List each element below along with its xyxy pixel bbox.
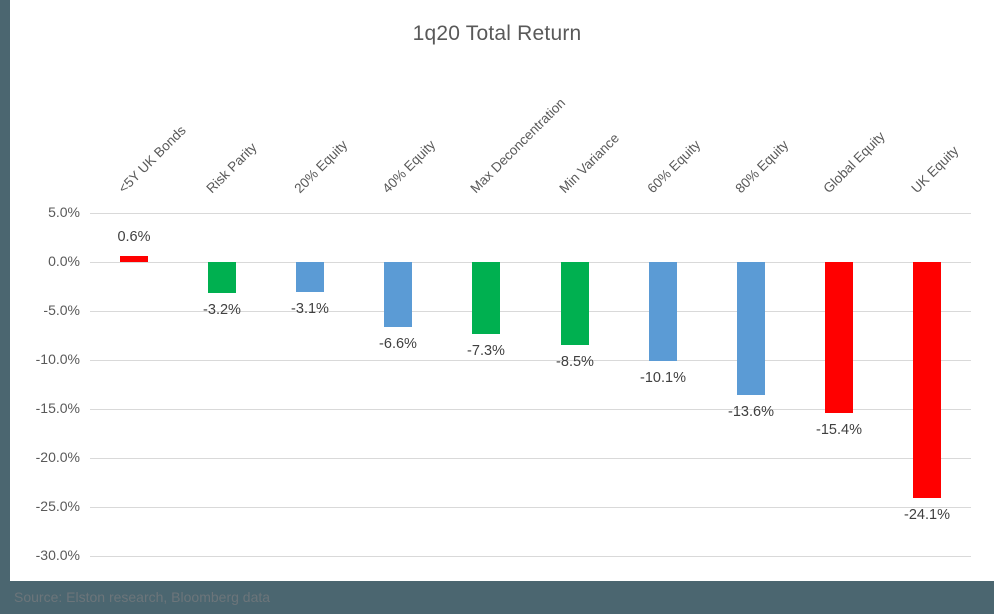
- left-accent-bar: [0, 0, 10, 614]
- chart-title: 1q20 Total Return: [412, 22, 582, 45]
- bar-5y-uk-bonds: [120, 256, 148, 262]
- gridline: [90, 311, 971, 312]
- y-axis-tick-label: -25.0%: [35, 498, 80, 514]
- category-label-text: <5Y UK Bonds: [115, 122, 189, 196]
- gridline: [90, 507, 971, 508]
- bar-60-equity: [649, 262, 677, 361]
- category-label-text: Max Deconcentration: [467, 95, 569, 196]
- bar-value-label: -3.2%: [203, 302, 241, 318]
- category-label-text: Risk Parity: [203, 139, 260, 196]
- source-text: Source: Elston research, Bloomberg data: [14, 589, 271, 605]
- bar-value-label: -7.3%: [467, 343, 505, 359]
- category-label-text: 60% Equity: [644, 137, 704, 196]
- y-axis-tick-label: -10.0%: [35, 351, 80, 367]
- category-label-text: 40% Equity: [379, 137, 439, 196]
- bar-global-equity: [825, 262, 853, 413]
- y-axis-tick-label: -30.0%: [35, 547, 80, 563]
- category-label-text: 20% Equity: [291, 137, 351, 196]
- bar-value-label: -24.1%: [904, 507, 950, 523]
- bar-value-label: -8.5%: [556, 354, 594, 370]
- bar-min-variance: [561, 262, 589, 345]
- gridline: [90, 458, 971, 459]
- gridline: [90, 213, 971, 214]
- bar-value-label: 0.6%: [117, 229, 151, 245]
- y-axis-tick-label: 5.0%: [48, 204, 80, 220]
- bar-value-label: -3.1%: [291, 301, 329, 317]
- gridline: [90, 360, 971, 361]
- y-axis-tick-label: -20.0%: [35, 449, 80, 465]
- y-axis-tick-label: -15.0%: [35, 400, 80, 416]
- bar-uk-equity: [913, 262, 941, 498]
- category-label-text: UK Equity: [908, 142, 962, 196]
- bar-value-label: -13.6%: [728, 404, 774, 420]
- bar-20-equity: [296, 262, 324, 292]
- bar-40-equity: [384, 262, 412, 327]
- y-axis-tick-label: 0.0%: [48, 253, 80, 269]
- category-label-text: Min Variance: [556, 130, 623, 196]
- gridline: [90, 556, 971, 557]
- bar-max-deconcentration: [472, 262, 500, 334]
- category-label-text: 80% Equity: [732, 137, 792, 196]
- bar-risk-parity: [208, 262, 236, 293]
- bar-80-equity: [737, 262, 765, 395]
- bar-value-label: -15.4%: [816, 422, 862, 438]
- bar-value-label: -10.1%: [640, 370, 686, 386]
- y-axis-tick-label: -5.0%: [43, 302, 80, 318]
- gridline: [90, 409, 971, 410]
- gridline: [90, 262, 971, 263]
- category-label-text: Global Equity: [820, 128, 888, 196]
- source-bar: Source: Elston research, Bloomberg data: [0, 581, 994, 614]
- bar-value-label: -6.6%: [379, 336, 417, 352]
